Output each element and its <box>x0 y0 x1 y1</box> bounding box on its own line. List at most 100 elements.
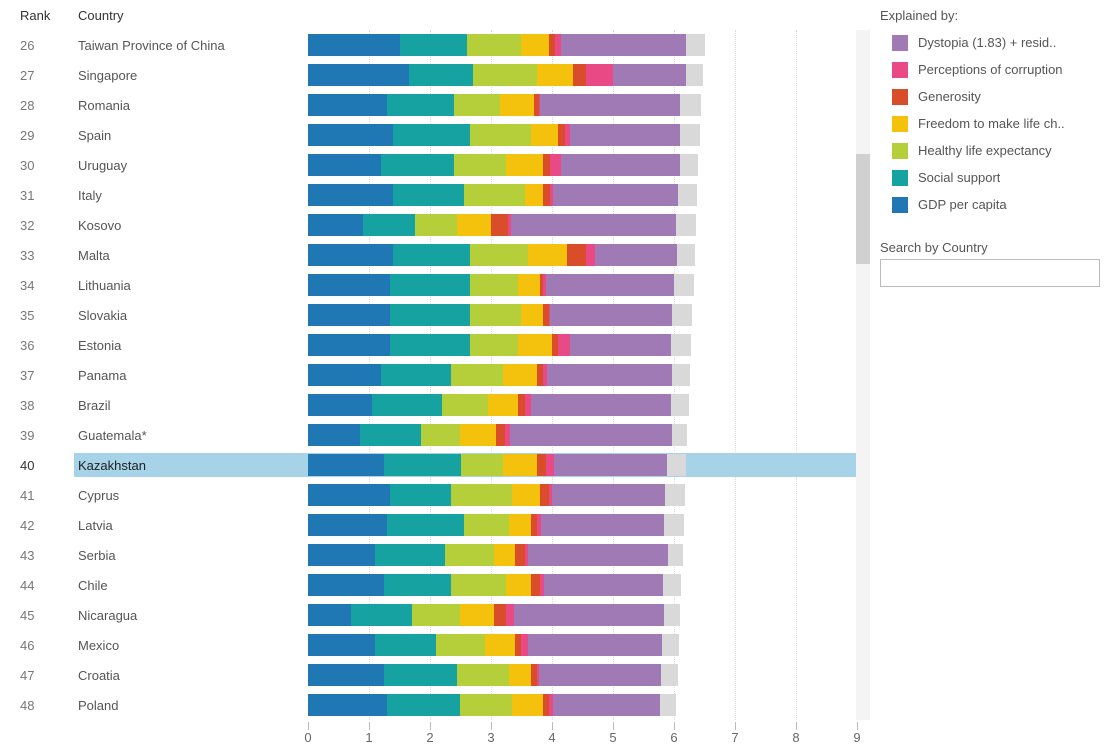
segment-generosity[interactable] <box>515 544 524 566</box>
segment-dystopia[interactable] <box>541 514 664 536</box>
bar-cell[interactable] <box>308 334 870 356</box>
bar-cell[interactable] <box>308 184 870 206</box>
segment-generosity[interactable] <box>491 214 508 236</box>
segment-health[interactable] <box>464 514 510 536</box>
legend-item-social[interactable]: Social support <box>892 164 1110 191</box>
segment-generosity[interactable] <box>496 424 505 446</box>
segment-health[interactable] <box>467 34 522 56</box>
segment-freedom[interactable] <box>503 364 537 386</box>
segment-health[interactable] <box>415 214 458 236</box>
segment-health[interactable] <box>470 334 519 356</box>
segment-health[interactable] <box>412 604 461 626</box>
segment-dystopia[interactable] <box>544 574 663 596</box>
segment-health[interactable] <box>460 694 512 716</box>
segment-health[interactable] <box>421 424 461 446</box>
segment-social[interactable] <box>360 424 421 446</box>
segment-freedom[interactable] <box>503 454 537 476</box>
table-row[interactable]: 40Kazakhstan <box>0 450 870 480</box>
table-row[interactable]: 36Estonia <box>0 330 870 360</box>
table-row[interactable]: 43Serbia <box>0 540 870 570</box>
segment-gdp[interactable] <box>308 544 375 566</box>
table-row[interactable]: 39Guatemala* <box>0 420 870 450</box>
bar-cell[interactable] <box>308 274 870 296</box>
segment-social[interactable] <box>393 124 469 146</box>
segment-dystopia[interactable] <box>528 634 662 656</box>
segment-freedom[interactable] <box>460 424 495 446</box>
segment-dystopia[interactable] <box>511 214 676 236</box>
segment-social[interactable] <box>375 634 436 656</box>
table-row[interactable]: 29Spain <box>0 120 870 150</box>
table-row[interactable]: 35Slovakia <box>0 300 870 330</box>
segment-health[interactable] <box>461 454 504 476</box>
segment-dystopia[interactable] <box>570 124 680 146</box>
segment-dystopia[interactable] <box>553 694 660 716</box>
segment-gdp[interactable] <box>308 484 390 506</box>
segment-health[interactable] <box>436 634 485 656</box>
segment-social[interactable] <box>384 454 460 476</box>
segment-health[interactable] <box>457 664 509 686</box>
table-row[interactable]: 31Italy <box>0 180 870 210</box>
segment-gdp[interactable] <box>308 34 400 56</box>
table-row[interactable]: 47Croatia <box>0 660 870 690</box>
segment-dystopia[interactable] <box>552 484 665 506</box>
segment-health[interactable] <box>464 184 525 206</box>
bar-cell[interactable] <box>308 34 870 56</box>
segment-freedom[interactable] <box>518 334 552 356</box>
bar-cell[interactable] <box>308 364 870 386</box>
bar-cell[interactable] <box>308 244 870 266</box>
bar-cell[interactable] <box>308 94 870 116</box>
segment-freedom[interactable] <box>537 64 574 86</box>
table-row[interactable]: 42Latvia <box>0 510 870 540</box>
segment-gdp[interactable] <box>308 574 384 596</box>
segment-dystopia[interactable] <box>613 64 686 86</box>
segment-social[interactable] <box>381 154 454 176</box>
segment-dystopia[interactable] <box>510 424 672 446</box>
legend-item-generosity[interactable]: Generosity <box>892 83 1110 110</box>
segment-social[interactable] <box>387 94 454 116</box>
segment-gdp[interactable] <box>308 274 390 296</box>
segment-gdp[interactable] <box>308 334 390 356</box>
segment-health[interactable] <box>451 484 512 506</box>
segment-freedom[interactable] <box>494 544 515 566</box>
table-row[interactable]: 46Mexico <box>0 630 870 660</box>
legend-item-freedom[interactable]: Freedom to make life ch.. <box>892 110 1110 137</box>
segment-social[interactable] <box>381 364 451 386</box>
segment-gdp[interactable] <box>308 424 360 446</box>
segment-generosity[interactable] <box>543 184 550 206</box>
segment-health[interactable] <box>454 94 500 116</box>
bar-cell[interactable] <box>308 424 870 446</box>
table-row[interactable]: 48Poland <box>0 690 870 720</box>
bar-cell[interactable] <box>308 634 870 656</box>
segment-social[interactable] <box>372 394 442 416</box>
segment-health[interactable] <box>451 364 503 386</box>
bar-cell[interactable] <box>308 664 870 686</box>
segment-gdp[interactable] <box>308 514 387 536</box>
segment-gdp[interactable] <box>308 694 387 716</box>
segment-dystopia[interactable] <box>550 304 672 326</box>
segment-generosity[interactable] <box>537 454 546 476</box>
bar-cell[interactable] <box>308 484 870 506</box>
segment-freedom[interactable] <box>488 394 519 416</box>
bar-cell[interactable] <box>308 574 870 596</box>
segment-gdp[interactable] <box>308 664 384 686</box>
segment-social[interactable] <box>393 244 469 266</box>
segment-dystopia[interactable] <box>561 34 686 56</box>
segment-dystopia[interactable] <box>540 94 680 116</box>
segment-corruption[interactable] <box>546 454 554 476</box>
segment-freedom[interactable] <box>518 274 539 296</box>
segment-social[interactable] <box>393 184 463 206</box>
segment-corruption[interactable] <box>558 334 570 356</box>
segment-social[interactable] <box>387 694 460 716</box>
segment-corruption[interactable] <box>586 64 613 86</box>
segment-freedom[interactable] <box>521 34 548 56</box>
segment-dystopia[interactable] <box>514 604 663 626</box>
segment-freedom[interactable] <box>485 634 516 656</box>
table-row[interactable]: 27Singapore <box>0 60 870 90</box>
bar-cell[interactable] <box>308 124 870 146</box>
segment-health[interactable] <box>454 154 506 176</box>
table-row[interactable]: 26Taiwan Province of China <box>0 30 870 60</box>
segment-freedom[interactable] <box>512 694 543 716</box>
segment-health[interactable] <box>473 64 537 86</box>
search-input[interactable] <box>880 259 1100 287</box>
bar-cell[interactable] <box>308 394 870 416</box>
